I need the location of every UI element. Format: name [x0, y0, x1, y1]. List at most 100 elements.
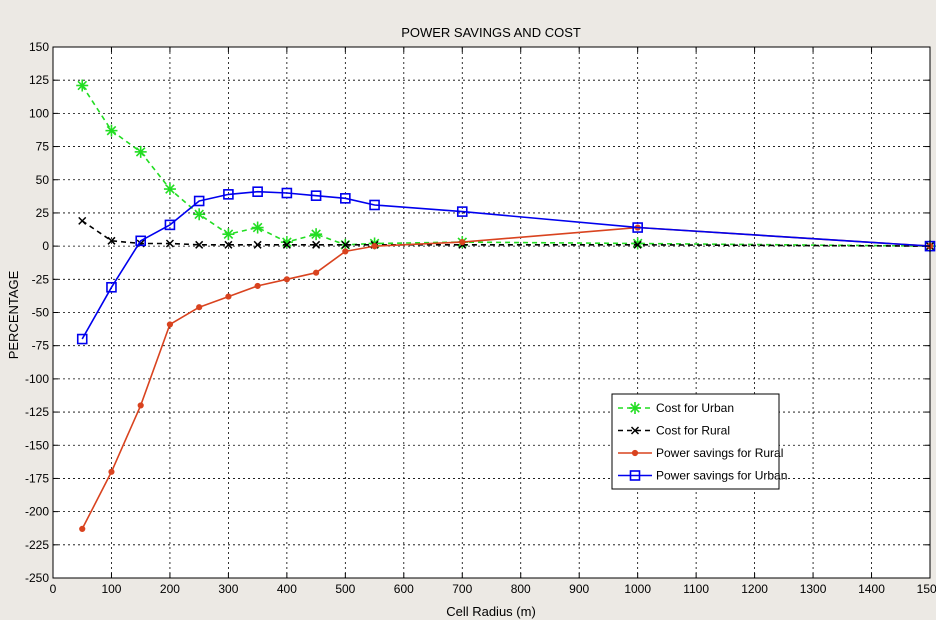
x-tick-label: 1000 — [624, 582, 651, 596]
star-marker — [280, 236, 293, 249]
y-tick-label: -175 — [25, 471, 49, 485]
star-marker — [631, 237, 644, 250]
x-marker — [195, 240, 204, 249]
y-tick-label: 100 — [29, 106, 49, 120]
square-marker — [106, 281, 117, 293]
star-marker — [310, 228, 323, 241]
y-tick-label: -75 — [32, 339, 50, 353]
y-tick-label: -200 — [25, 505, 49, 519]
x-tick-label: 800 — [511, 582, 531, 596]
x-marker — [282, 240, 291, 249]
chart-title: POWER SAVINGS AND COST — [401, 25, 581, 40]
star-marker — [251, 221, 264, 234]
dot-marker — [313, 269, 320, 276]
y-tick-label: 0 — [42, 239, 49, 253]
series-line — [81, 220, 931, 247]
dot-marker — [79, 525, 86, 532]
legend-label: Power savings for Urban — [656, 469, 787, 483]
x-marker — [312, 240, 321, 249]
grid — [53, 47, 930, 578]
x-marker — [253, 240, 262, 249]
x-tick-label: 1400 — [858, 582, 885, 596]
x-tick-label: 500 — [335, 582, 355, 596]
square-marker — [281, 187, 293, 199]
x-tick-label: 0 — [50, 582, 57, 596]
star-marker — [134, 145, 147, 158]
x-tick-label: 200 — [160, 582, 180, 596]
star-marker — [105, 124, 118, 137]
square-marker — [632, 222, 643, 233]
x-tick-label: 700 — [452, 582, 472, 596]
dot-marker — [108, 468, 115, 475]
series-2 — [79, 224, 934, 532]
square-marker — [252, 186, 263, 197]
dot-marker — [342, 248, 349, 255]
legend-label: Cost for Urban — [656, 401, 734, 415]
y-tick-label: -100 — [25, 372, 49, 386]
legend-entry: Cost for Urban — [618, 401, 734, 415]
dot-marker — [254, 282, 261, 290]
x-marker — [224, 240, 233, 249]
x-tick-label: 400 — [277, 582, 297, 596]
y-tick-label: 150 — [29, 40, 49, 54]
square-marker — [340, 193, 351, 204]
x-tick-label: 900 — [569, 582, 589, 596]
star-marker — [163, 183, 176, 196]
dot-marker — [459, 239, 466, 246]
y-tick-label: -250 — [25, 571, 49, 585]
y-tick-label: 50 — [36, 173, 50, 187]
dot-marker — [196, 304, 203, 311]
legend-entry: Power savings for Urban — [618, 469, 787, 483]
x-marker — [341, 240, 350, 249]
legend-entry: Cost for Rural — [618, 424, 730, 438]
x-tick-label: 1200 — [741, 582, 768, 596]
x-marker — [107, 236, 116, 245]
square-marker — [223, 189, 234, 200]
square-marker — [76, 333, 88, 345]
y-tick-label: -225 — [25, 538, 49, 552]
x-marker — [633, 240, 642, 249]
legend-label: Cost for Rural — [656, 424, 730, 438]
y-tick-label: 25 — [36, 206, 50, 220]
x-tick-label: 100 — [101, 582, 121, 596]
square-marker — [164, 219, 176, 231]
series-group — [76, 79, 936, 532]
legend-x-marker — [630, 426, 640, 435]
square-marker — [193, 195, 205, 207]
square-marker — [369, 199, 380, 211]
x-marker — [78, 216, 87, 225]
ticks: 0 100 200 300 400 500 600 700 800 900 1000 1100 1200… — [25, 40, 936, 596]
x-tick-label: 1500 — [917, 582, 936, 596]
series-3 — [76, 186, 936, 345]
x-tick-label: 1300 — [800, 582, 827, 596]
y-tick-label: -150 — [25, 438, 49, 452]
y-tick-label: -125 — [25, 405, 49, 419]
x-tick-label: 1100 — [683, 582, 709, 596]
dot-marker — [371, 243, 378, 250]
y-tick-label: -25 — [32, 272, 50, 286]
legend-entry: Power savings for Rural — [618, 446, 783, 460]
x-marker — [165, 239, 174, 248]
star-marker — [222, 228, 235, 241]
legend: Cost for Urban Cost for Rural Power saving… — [611, 393, 787, 490]
x-axis-label: Cell Radius (m) — [446, 604, 536, 619]
dot-marker — [166, 321, 174, 328]
dot-marker — [283, 276, 290, 283]
dot-marker — [225, 293, 232, 300]
legend-star-marker — [629, 402, 641, 414]
legend-square-marker — [629, 470, 641, 481]
dot-marker — [137, 402, 144, 409]
legend-dot-marker — [631, 449, 639, 457]
x-tick-label: 600 — [394, 582, 414, 596]
star-marker — [193, 208, 206, 221]
square-marker — [456, 206, 468, 217]
star-marker — [76, 79, 89, 92]
y-tick-label: 125 — [29, 73, 49, 87]
legend-label: Power savings for Rural — [656, 446, 783, 460]
y-axis-label: PERCENTAGE — [6, 270, 21, 359]
square-marker — [310, 190, 322, 201]
y-tick-label: -50 — [32, 306, 50, 320]
y-tick-label: 75 — [36, 140, 50, 154]
